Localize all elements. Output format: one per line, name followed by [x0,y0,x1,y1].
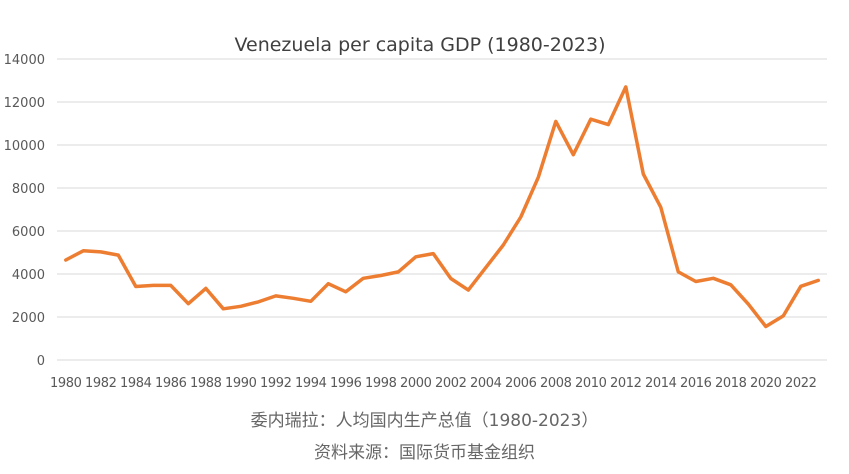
series-line [64,85,821,329]
x-tick-label: 1980 [50,376,82,391]
x-tick-label: 1986 [155,376,187,391]
x-tick-label: 2022 [785,376,816,391]
figure-caption: 委内瑞拉：人均国内生产总值（1980-2023） [250,411,599,431]
y-tick-label: 0 [37,354,45,369]
y-tick-label: 2000 [12,311,45,326]
x-tick-label: 2012 [610,376,641,391]
y-axis-ticks: 0 2000 4000 6000 8000 10000 12000 14000 [4,53,45,369]
x-tick-label: 2002 [435,376,466,391]
x-tick-label: 1990 [225,376,257,391]
y-tick-label: 8000 [12,182,45,197]
y-tick-label: 10000 [4,139,45,154]
gridlines [57,58,827,361]
chart-title: Venezuela per capita GDP (1980-2023) [234,34,605,56]
x-tick-label: 2010 [575,376,607,391]
x-axis-ticks: 1980 1982 1984 1986 1988 1990 1992 1994 1996 1998… [50,376,817,391]
x-tick-label: 1982 [85,376,116,391]
x-tick-label: 2014 [645,376,677,391]
figure-source: 资料来源：国际货币基金组织 [314,443,535,463]
x-tick-label: 1996 [330,376,362,391]
x-tick-label: 1998 [365,376,397,391]
y-tick-label: 14000 [4,53,45,68]
x-tick-label: 1994 [295,376,327,391]
y-tick-label: 6000 [12,225,45,240]
x-tick-label: 2016 [680,376,712,391]
x-tick-label: 2020 [750,376,782,391]
y-tick-label: 4000 [12,268,45,283]
x-tick-label: 2006 [505,376,537,391]
x-tick-label: 1984 [120,376,152,391]
x-tick-label: 1988 [190,376,222,391]
x-tick-label: 2008 [540,376,572,391]
chart-frame: 0 2000 4000 6000 8000 10000 12000 14000 1980 198… [3,34,827,391]
y-tick-label: 12000 [4,96,45,111]
x-tick-label: 2018 [715,376,747,391]
series-layer [64,85,821,329]
x-tick-label: 2004 [470,376,502,391]
x-tick-label: 2000 [400,376,432,391]
x-tick-label: 1992 [260,376,291,391]
